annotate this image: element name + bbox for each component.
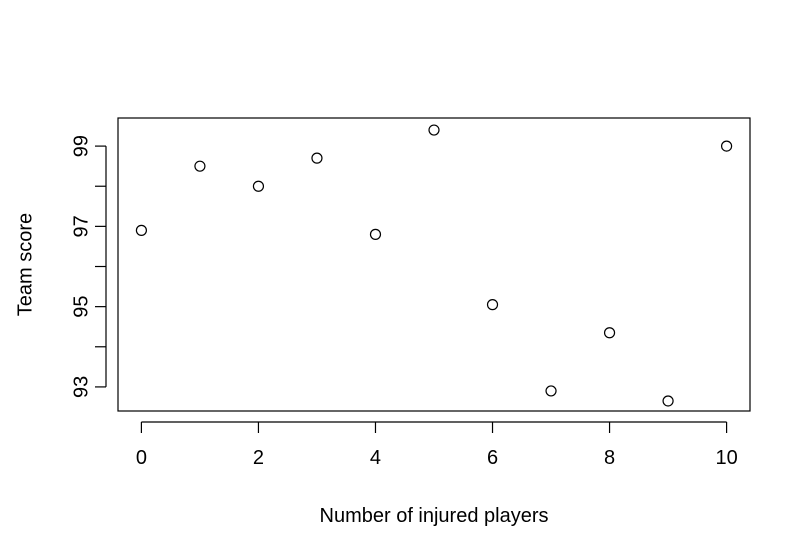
x-tick-label: 4 <box>370 447 381 469</box>
data-point <box>135 224 148 236</box>
y-tick-label: 95 <box>70 296 92 318</box>
data-point <box>662 395 674 407</box>
x-tick-label: 10 <box>715 447 737 469</box>
data-point <box>428 124 440 136</box>
x-tick-label: 8 <box>604 447 615 469</box>
y-tick-label: 93 <box>70 376 92 398</box>
data-point <box>486 299 499 311</box>
x-tick-label: 6 <box>487 447 498 469</box>
data-point <box>311 152 323 164</box>
y-axis-title: Team score <box>14 213 36 316</box>
x-tick-label: 2 <box>253 447 264 469</box>
data-points <box>135 124 733 407</box>
data-point <box>369 228 382 240</box>
x-axis: 0 2 4 6 8 10 <box>136 421 738 469</box>
data-point <box>194 160 206 172</box>
data-point <box>720 140 733 152</box>
data-point <box>603 327 616 339</box>
y-axis: 93 95 97 99 <box>70 135 107 398</box>
plot-area-frame <box>117 117 751 412</box>
data-point <box>252 180 265 192</box>
y-tick-label: 99 <box>70 135 92 157</box>
x-axis-title: Number of injured players <box>320 505 549 527</box>
x-tick-label: 0 <box>136 447 147 469</box>
y-tick-label: 97 <box>70 215 92 237</box>
data-point <box>545 385 557 397</box>
